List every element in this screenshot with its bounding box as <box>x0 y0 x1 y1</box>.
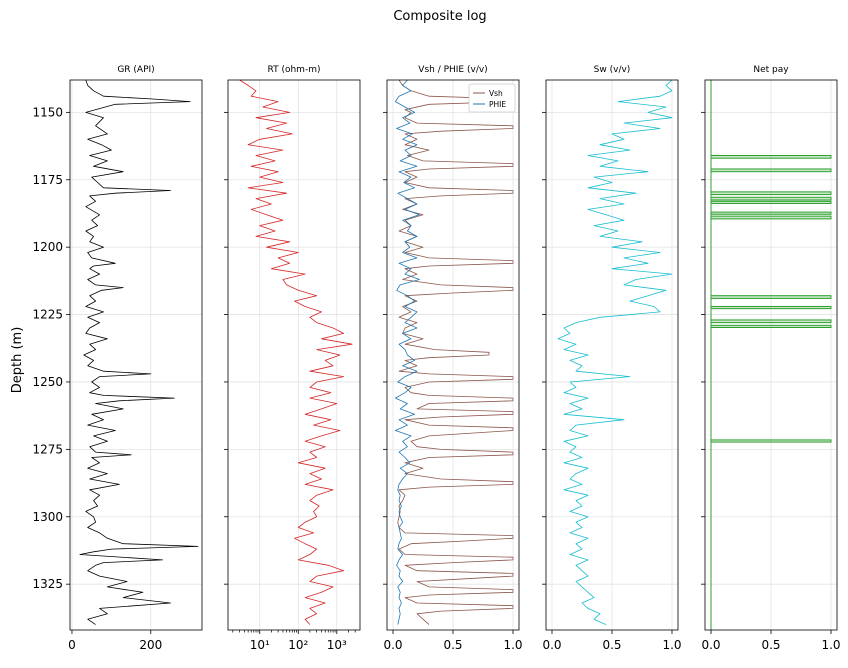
x-tick-label: 200 <box>139 638 162 652</box>
x-tick-label: 0.0 <box>383 638 402 652</box>
pay-interval <box>710 319 832 324</box>
x-tick-label: 1.0 <box>821 638 840 652</box>
series-vsh-PHIE <box>394 80 420 625</box>
x-tick-label: 10¹ <box>250 638 270 652</box>
pay-interval <box>710 168 832 173</box>
curve-vsh-Vsh <box>397 80 514 625</box>
panel-title: Net pay <box>753 65 789 75</box>
y-tick-label: 1275 <box>32 442 63 456</box>
legend: Vsh PHIE <box>468 83 516 113</box>
pay-interval <box>710 154 832 159</box>
depth-axis-label: Depth (m) <box>10 327 25 394</box>
series-gr-0 <box>79 80 199 625</box>
y-tick-label: 1325 <box>32 577 63 591</box>
x-tick-label: 10² <box>288 638 308 652</box>
pay-interval <box>710 305 832 310</box>
pay-interval <box>710 200 832 204</box>
curve-sw-0 <box>557 80 673 625</box>
x-tick-label: 0.5 <box>602 638 621 652</box>
panel-frame <box>227 79 361 631</box>
y-tick-label: 1175 <box>32 173 63 187</box>
series-rt-0 <box>239 80 353 625</box>
pay-interval <box>710 191 832 196</box>
y-tick-label: 1250 <box>32 375 63 389</box>
x-tick-label: 0.0 <box>542 638 561 652</box>
x-tick-label: 1.0 <box>662 638 681 652</box>
log-panels: GR (API) 0 200 1150 1175 1200 1225 1250 1275 1300… <box>32 65 840 652</box>
x-tick-label: 0.5 <box>443 638 462 652</box>
y-tick-label: 1200 <box>32 240 63 254</box>
x-tick-label: 0.0 <box>701 638 720 652</box>
panel-vsh: Vsh / PHIE (v/v) 0.0 0.5 1.0 Vsh PHIE <box>383 65 523 652</box>
pay-interval <box>710 215 832 220</box>
pay-interval <box>710 439 832 443</box>
panel-title: Vsh / PHIE (v/v) <box>418 65 487 75</box>
pay-interval <box>710 196 832 201</box>
pay-interval <box>710 295 832 299</box>
series-pay-0 <box>710 80 832 630</box>
x-tick-label: 0 <box>68 638 76 652</box>
y-tick-label: 1150 <box>32 105 63 119</box>
panel-title: GR (API) <box>117 65 154 75</box>
x-tick-label: 0.5 <box>761 638 780 652</box>
y-tick-label: 1300 <box>32 510 63 524</box>
panel-title: Sw (v/v) <box>594 65 631 75</box>
legend-box <box>468 83 516 113</box>
series-vsh-Vsh <box>397 80 514 625</box>
x-tick-label: 1.0 <box>503 638 522 652</box>
panel-rt: RT (ohm-m) 10¹ 10² 10³ <box>224 65 361 652</box>
panel-frame <box>69 79 203 631</box>
panel-title: RT (ohm-m) <box>268 65 321 75</box>
curve-rt-0 <box>239 80 353 625</box>
pay-interval <box>710 211 832 215</box>
curve-vsh-PHIE <box>394 80 420 625</box>
panel-sw: Sw (v/v) 0.0 0.5 1.0 <box>542 65 682 652</box>
legend-label: PHIE <box>489 100 506 109</box>
x-tick-label: 10³ <box>327 638 347 652</box>
legend-label: Vsh <box>489 89 503 98</box>
y-tick-label: 1225 <box>32 308 63 322</box>
panel-gr: GR (API) 0 200 1150 1175 1200 1225 1250 1275 1300… <box>32 65 203 652</box>
series-sw-0 <box>557 80 673 625</box>
panel-pay: Net pay 0.0 0.5 1.0 <box>701 65 841 652</box>
figure-title: Composite log <box>393 9 486 24</box>
pay-interval <box>710 324 832 329</box>
curve-gr-0 <box>79 80 199 625</box>
